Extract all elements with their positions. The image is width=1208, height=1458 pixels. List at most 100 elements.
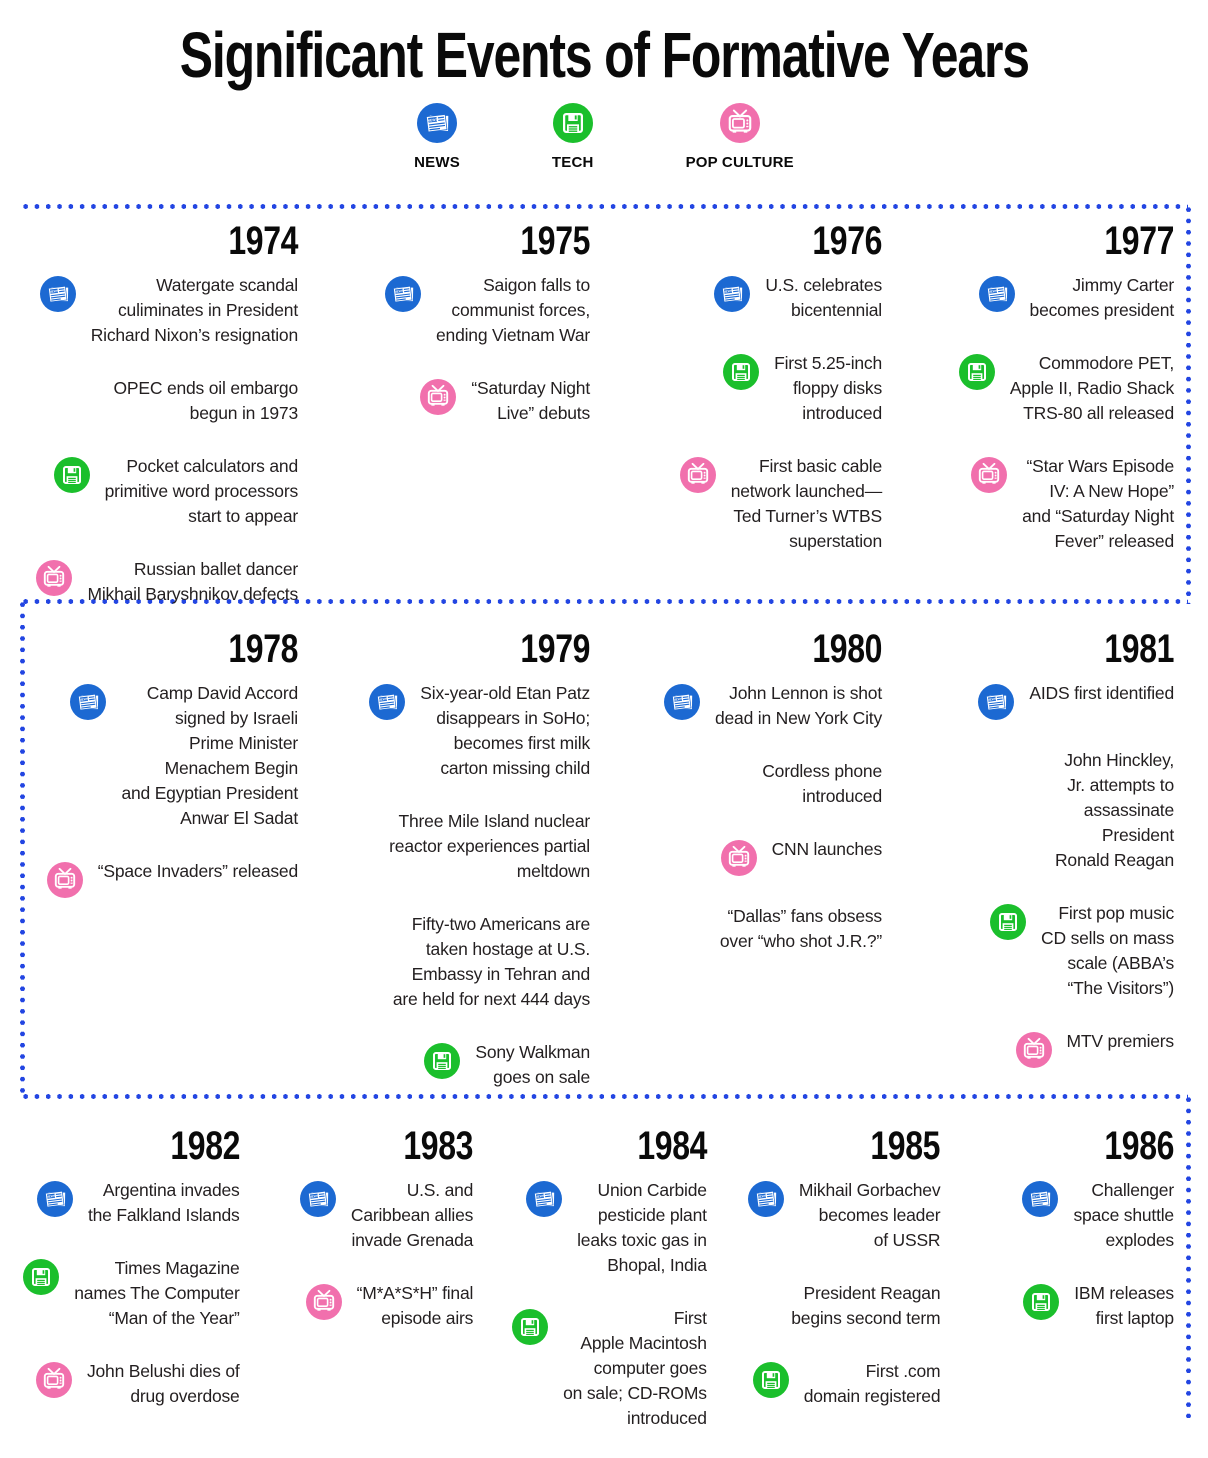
event-text: Saigon falls to communist forces, ending… — [436, 275, 590, 345]
event-text: John Lennon is shot dead in New York Cit… — [714, 683, 882, 728]
year-heading: 1980 — [812, 627, 882, 671]
event-text: Times Magazine names The Computer “Man o… — [74, 1258, 240, 1328]
event-text: Mikhail Gorbachev becomes leader of USSR — [798, 1180, 941, 1250]
event-item: Argentina invades the Falkland Islands — [22, 1178, 240, 1228]
event-list: John Lennon is shot dead in New York Cit… — [606, 681, 882, 954]
event-text: Russian ballet dancer Mikhail Baryshniko… — [87, 559, 298, 604]
newspaper-icon — [978, 684, 1014, 720]
event-list: Camp David Accord signed by Israeli Prim… — [22, 681, 298, 898]
event-item: MTV premiers — [898, 1029, 1174, 1068]
tv-icon — [47, 862, 83, 898]
legend-item: TECH — [552, 103, 594, 171]
newspaper-icon — [385, 276, 421, 312]
newspaper-icon — [714, 276, 750, 312]
year-heading: 1974 — [228, 219, 298, 263]
year-column: 1977 Jimmy Carter becomes president Comm… — [896, 221, 1188, 599]
event-text: IBM releases first laptop — [1074, 1283, 1174, 1328]
floppy-disk-icon — [990, 904, 1026, 940]
floppy-disk-icon — [753, 1362, 789, 1398]
event-item: Six-year-old Etan Patz disappears in SoH… — [314, 681, 590, 781]
newspaper-icon — [40, 276, 76, 312]
tv-icon — [306, 1284, 342, 1320]
year-heading: 1975 — [520, 219, 590, 263]
event-text: Watergate scandal culiminates in Preside… — [90, 275, 299, 345]
newspaper-icon — [526, 1181, 562, 1217]
event-text: First 5.25-inch floppy disks introduced — [774, 353, 882, 423]
tv-icon — [720, 103, 760, 143]
event-item: John Hinckley, Jr. attempts to assassina… — [898, 748, 1174, 873]
event-text: Argentina invades the Falkland Islands — [87, 1180, 240, 1225]
event-list: AIDS first identified John Hinckley, Jr.… — [898, 681, 1174, 1068]
newspaper-icon — [37, 1181, 73, 1217]
event-item: Saigon falls to communist forces, ending… — [314, 273, 590, 348]
event-item: Pocket calculators and primitive word pr… — [22, 454, 298, 529]
year-heading: 1978 — [228, 627, 298, 671]
event-text: U.S. and Caribbean allies invade Grenada — [350, 1180, 474, 1250]
event-text: Commodore PET, Apple II, Radio Shack TRS… — [1009, 353, 1174, 423]
event-item: Challenger space shuttle explodes — [956, 1178, 1174, 1253]
event-list: Jimmy Carter becomes president Commodore… — [898, 273, 1174, 554]
event-text: First basic cable network launched— Ted … — [730, 456, 882, 551]
floppy-disk-icon — [512, 1309, 548, 1345]
event-item: “Dallas” fans obsess over “who shot J.R.… — [606, 904, 882, 954]
event-list: Challenger space shuttle explodes IBM re… — [956, 1178, 1174, 1331]
timeline-row-1978-1981: 1978 Camp David Accord signed by Israeli… — [20, 599, 1188, 1094]
event-text: Three Mile Island nuclear reactor experi… — [389, 811, 590, 881]
event-item: OPEC ends oil embargo begun in 1973 — [22, 376, 298, 426]
event-item: Camp David Accord signed by Israeli Prim… — [22, 681, 298, 831]
event-list: Six-year-old Etan Patz disappears in SoH… — [314, 681, 590, 1090]
event-text: “Dallas” fans obsess over “who shot J.R.… — [719, 906, 882, 951]
year-heading: 1984 — [637, 1124, 707, 1168]
legend-item: POP CULTURE — [686, 103, 794, 171]
event-item: First pop music CD sells on mass scale (… — [898, 901, 1174, 1001]
event-item: “M*A*S*H” final episode airs — [256, 1281, 473, 1331]
tv-icon — [36, 1362, 72, 1398]
year-column: 1980 John Lennon is shot dead in New Yor… — [604, 629, 896, 1094]
year-column: 1976 U.S. celebrates bicentennial First … — [604, 221, 896, 599]
year-heading: 1986 — [1104, 1124, 1174, 1168]
year-heading: 1979 — [520, 627, 590, 671]
event-item: U.S. and Caribbean allies invade Grenada — [256, 1178, 474, 1253]
event-item: President Reagan begins second term — [723, 1281, 941, 1331]
legend-label: TECH — [551, 154, 594, 172]
event-list: U.S. celebrates bicentennial First 5.25-… — [606, 273, 882, 554]
event-text: MTV premiers — [1066, 1031, 1175, 1051]
event-item: First basic cable network launched— Ted … — [606, 454, 882, 554]
newspaper-icon — [1022, 1181, 1058, 1217]
event-item: Watergate scandal culiminates in Preside… — [22, 273, 298, 348]
year-column: 1986 Challenger space shuttle explodes I… — [954, 1126, 1188, 1458]
legend: NEWS TECH POP CULTURE — [0, 103, 1208, 171]
event-text: Sony Walkman goes on sale — [475, 1042, 590, 1087]
floppy-disk-icon — [424, 1043, 460, 1079]
legend-item: NEWS — [414, 103, 460, 171]
event-text: AIDS first identified — [1029, 683, 1174, 703]
event-text: First .com domain registered — [803, 1361, 941, 1406]
event-text: Jimmy Carter becomes president — [1029, 275, 1175, 320]
event-text: CNN launches — [771, 839, 883, 859]
event-item: IBM releases first laptop — [956, 1281, 1174, 1331]
newspaper-icon — [664, 684, 700, 720]
event-item: Fifty-two Americans are taken hostage at… — [314, 912, 590, 1012]
newspaper-icon — [70, 684, 106, 720]
event-item: Union Carbide pesticide plant leaks toxi… — [489, 1178, 707, 1278]
event-text: Six-year-old Etan Patz disappears in SoH… — [420, 683, 590, 778]
year-column: 1981 AIDS first identified John Hinckley… — [896, 629, 1188, 1094]
event-text: President Reagan begins second term — [791, 1283, 941, 1328]
event-text: Pocket calculators and primitive word pr… — [104, 456, 299, 526]
newspaper-icon — [369, 684, 405, 720]
timeline-row-1974-1977: 1974 Watergate scandal culiminates in Pr… — [20, 204, 1188, 604]
event-list: Union Carbide pesticide plant leaks toxi… — [489, 1178, 707, 1431]
year-column: 1983 U.S. and Caribbean allies invade Gr… — [254, 1126, 488, 1458]
year-column: 1984 Union Carbide pesticide plant leaks… — [487, 1126, 721, 1458]
year-column: 1982 Argentina invades the Falkland Isla… — [20, 1126, 254, 1458]
floppy-disk-icon — [1023, 1284, 1059, 1320]
event-item: Mikhail Gorbachev becomes leader of USSR — [723, 1178, 941, 1253]
timeline-row-1982-1986: 1982 Argentina invades the Falkland Isla… — [20, 1094, 1188, 1458]
event-item: “Saturday Night Live” debuts — [314, 376, 590, 426]
newspaper-icon — [300, 1181, 336, 1217]
legend-label: POP CULTURE — [685, 154, 794, 172]
tv-icon — [721, 840, 757, 876]
event-item: CNN launches — [606, 837, 882, 876]
event-item: John Lennon is shot dead in New York Cit… — [606, 681, 882, 731]
